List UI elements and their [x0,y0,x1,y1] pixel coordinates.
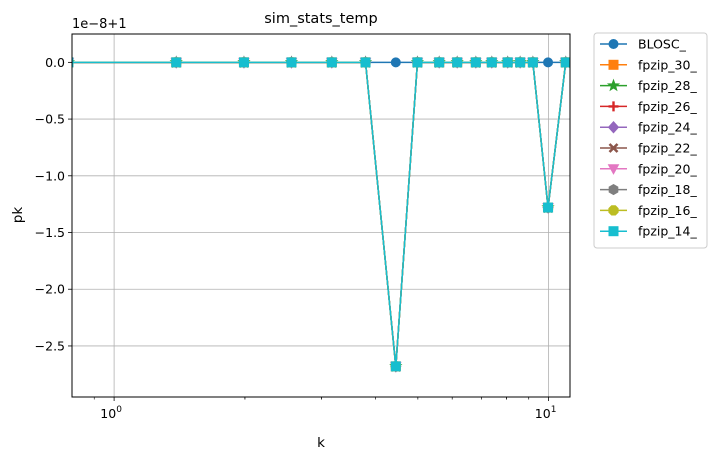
legend-label: fpzip_16_ [638,203,697,218]
plot-frame [71,33,571,398]
y-tick-label: −1.0 [35,168,65,183]
plot-series [72,55,570,373]
legend-entry: fpzip_14_ [600,224,697,239]
series-fpzip-26 [72,57,570,372]
legend-label: fpzip_22_ [638,141,697,156]
data-marker [608,39,619,49]
legend-box [593,32,708,249]
legend-entry: fpzip_30_ [600,57,697,72]
y-axis-label: pk [10,207,26,224]
data-marker [608,226,619,237]
data-marker [390,361,401,372]
series-line [72,61,567,367]
data-marker [452,57,463,68]
data-marker [608,101,619,112]
data-marker [412,57,423,68]
data-marker [608,184,619,196]
data-marker [326,57,337,68]
series-line [72,61,567,367]
legend-label: fpzip_30_ [638,57,697,72]
series-line [72,61,567,367]
legend-label: fpzip_26_ [638,99,697,114]
data-marker [607,164,620,175]
series-fpzip-18 [72,56,570,372]
series-line [72,61,567,367]
y-tick-label: 0.0 [45,55,65,70]
legend-label: fpzip_24_ [638,120,697,135]
y-offset-label: 1e−8+1 [72,17,127,32]
series-fpzip-16 [72,57,570,372]
data-marker [171,57,182,68]
data-marker [608,143,619,153]
data-marker [527,57,538,68]
series-line [72,61,567,367]
data-marker [470,57,481,68]
x-tick-label: 100 [100,405,122,421]
data-marker [486,57,497,68]
series-line [72,61,567,367]
data-marker [607,120,620,134]
legend-label: BLOSC_ [638,37,687,52]
legend-entry: fpzip_16_ [600,203,697,218]
chart-title: sim_stats_temp [264,11,378,27]
data-marker [606,78,621,92]
data-marker [608,59,619,70]
series-line [72,61,567,367]
legend-label: fpzip_20_ [638,161,697,176]
grid-lines [72,34,570,397]
legend-entry: BLOSC_ [600,37,687,52]
data-marker [390,57,401,68]
series-fpzip-30 [72,57,570,372]
data-marker [360,57,371,68]
legend-label: fpzip_14_ [638,224,697,239]
series-fpzip-20 [72,57,570,373]
series-fpzip-22 [72,57,570,372]
series-fpzip-28 [72,55,570,372]
legend: BLOSC_ fpzip_30_ fpzip_28_ fpzip_26_ fpzip_2… [593,32,708,249]
legend-label: fpzip_28_ [638,78,697,93]
legend-entry: fpzip_28_ [600,78,697,93]
x-axis-label: k [317,435,325,451]
data-marker [608,205,619,216]
x-tick-label: 101 [535,405,557,421]
legend-entry: fpzip_24_ [600,120,697,135]
series-fpzip-14 [72,57,570,372]
data-marker [543,202,554,213]
data-marker [286,57,297,68]
y-tick-label: −2.5 [35,338,65,353]
data-marker [434,57,445,68]
y-tick-label: −0.5 [35,112,65,127]
legend-entry: fpzip_22_ [600,141,697,156]
data-marker [543,57,554,68]
legend-entry: fpzip_26_ [600,99,697,114]
data-marker [238,57,249,68]
series-line [72,61,567,367]
legend-entry: fpzip_20_ [600,161,697,176]
series-line [72,61,567,367]
axis-ticks: 0.0 −0.5 −1.0 −1.5 −2.0 −2.5 100 101 [35,55,557,421]
data-marker [560,57,570,68]
legend-entry: fpzip_18_ [600,182,697,197]
y-tick-label: −1.5 [35,225,65,240]
legend-label: fpzip_18_ [638,182,697,197]
series-fpzip-24 [72,56,570,373]
data-marker [515,57,526,68]
data-marker [502,57,513,68]
y-tick-label: −2.0 [35,282,65,297]
